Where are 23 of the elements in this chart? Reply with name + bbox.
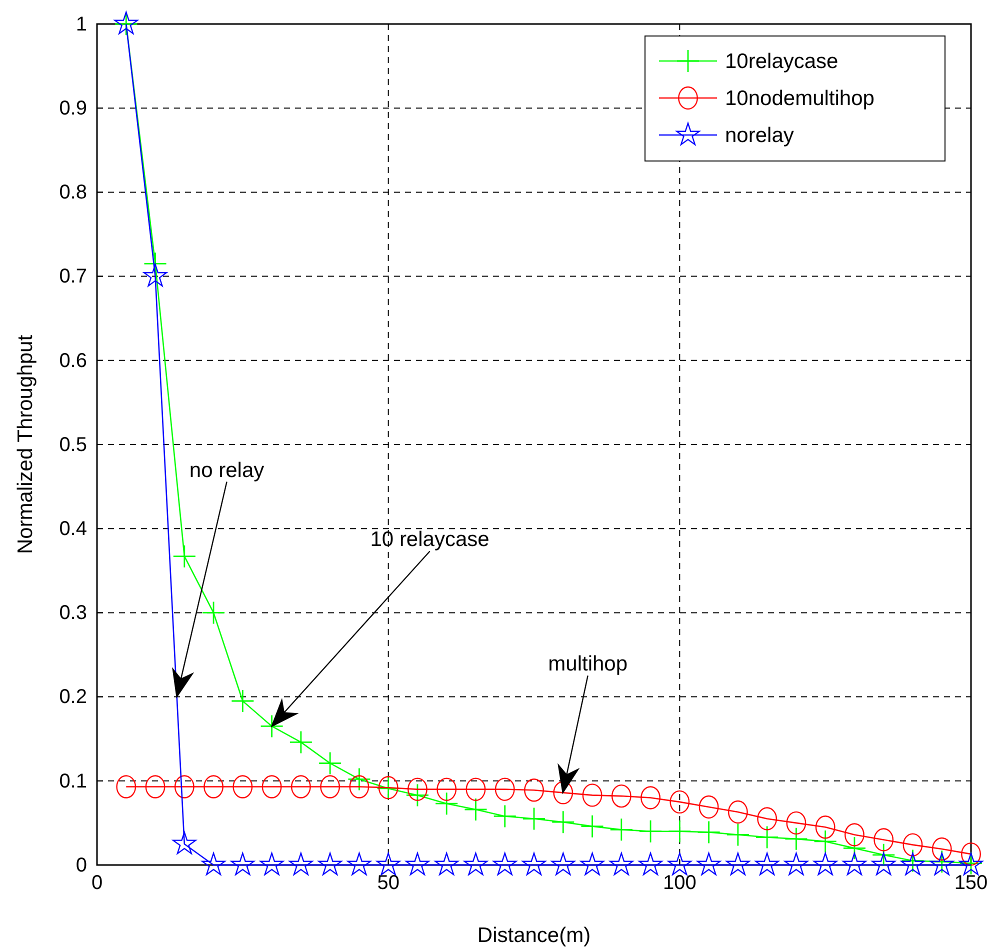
x-tick-label: 0 [91,872,103,894]
y-tick-label: 0.7 [59,266,87,288]
legend-label: 10relaycase [725,50,838,73]
y-tick-label: 0.4 [59,518,87,540]
annotation: 10 relaycase [370,528,490,552]
x-tick-label: 100 [662,872,696,894]
y-tick-label: 0.6 [59,350,87,372]
y-tick-label: 0.5 [59,434,87,456]
annotation: multihop [548,652,628,676]
y-tick-label: 0.3 [59,602,87,624]
y-tick-label: 0.9 [59,98,87,120]
y-axis-title: Normalized Throughput [14,334,37,554]
y-tick-label: 0.8 [59,182,87,204]
y-tick-label: 0.1 [59,770,87,792]
x-tick-label: 50 [377,872,400,894]
annotation: no relay [189,458,265,482]
x-tick-label: 150 [954,872,988,894]
legend-label: norelay [725,124,794,147]
y-tick-label: 1 [76,13,87,36]
legend-label: 10nodemultihop [725,87,874,110]
y-tick-label: 0 [76,854,87,876]
x-axis-title: Distance(m) [477,924,591,947]
y-tick-label: 0.2 [59,686,87,708]
